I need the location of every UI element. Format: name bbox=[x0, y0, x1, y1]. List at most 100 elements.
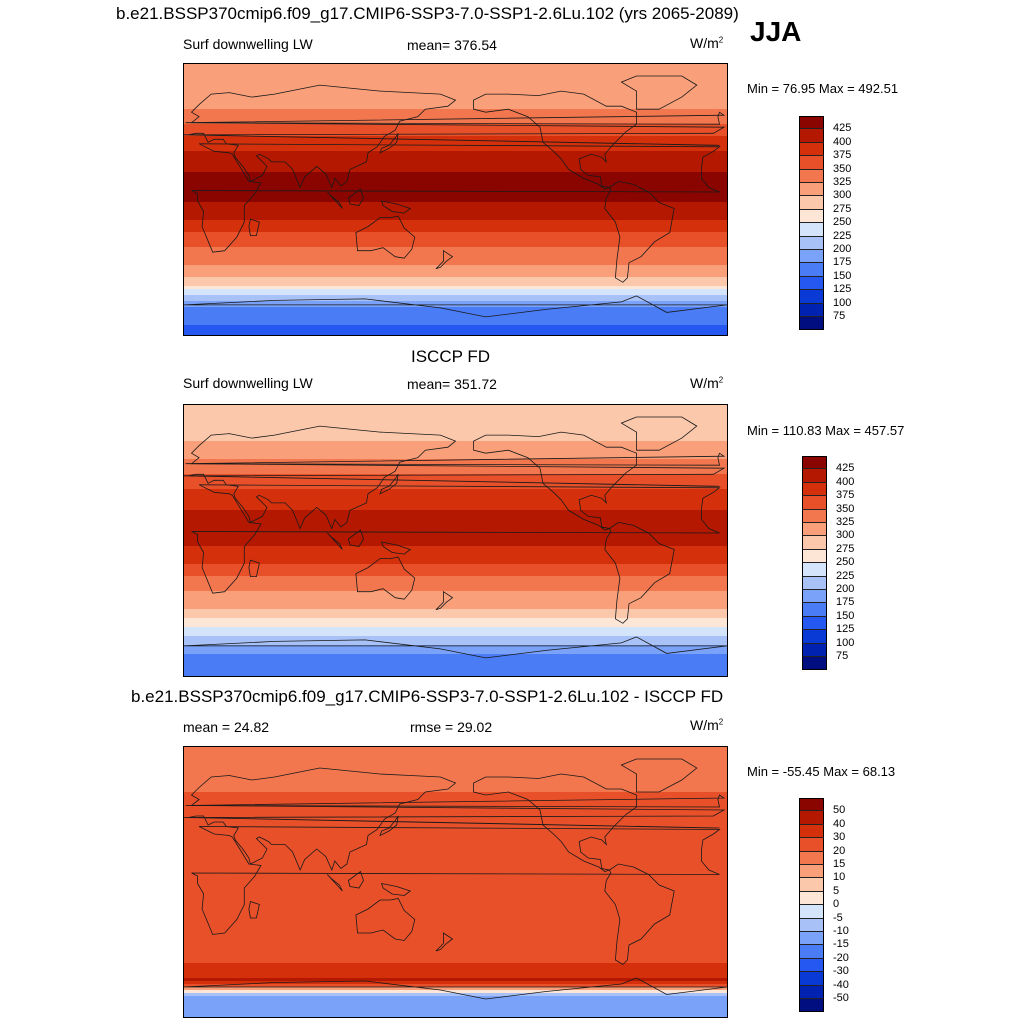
latitude-band bbox=[184, 100, 727, 104]
latitude-band bbox=[184, 190, 727, 194]
latitude-band bbox=[184, 163, 727, 167]
latitude-band bbox=[184, 151, 727, 155]
coastline bbox=[184, 977, 727, 1000]
latitude-band bbox=[184, 109, 727, 113]
colorbar-tick-label: -40 bbox=[833, 978, 849, 991]
coastline bbox=[184, 636, 727, 659]
latitude-band bbox=[184, 453, 727, 457]
colorbar-tick-label: -50 bbox=[833, 992, 849, 1004]
latitude-band bbox=[184, 88, 727, 92]
latitude-band bbox=[184, 672, 727, 676]
latitude-band bbox=[184, 573, 727, 577]
latitude-band bbox=[184, 633, 727, 637]
latitude-band bbox=[184, 585, 727, 589]
latitude-band bbox=[184, 918, 727, 922]
coastline bbox=[184, 84, 726, 189]
colorbar-tick-label: 20 bbox=[833, 844, 846, 857]
colorbar-swatch bbox=[799, 290, 824, 304]
coastline bbox=[381, 200, 412, 214]
latitude-band bbox=[184, 765, 727, 769]
latitude-band bbox=[184, 510, 727, 514]
latitude-band bbox=[184, 780, 727, 784]
latitude-band bbox=[184, 154, 727, 158]
colorbar-swatch bbox=[799, 985, 824, 999]
latitude-band bbox=[184, 229, 727, 233]
colorbar-tick-label: 200 bbox=[836, 583, 855, 595]
panel-2-units: W/m2 bbox=[690, 375, 724, 391]
latitude-band bbox=[184, 582, 727, 586]
latitude-band bbox=[184, 91, 727, 95]
latitude-band bbox=[184, 540, 727, 544]
latitude-band bbox=[184, 645, 727, 649]
panel-1-map bbox=[183, 63, 728, 336]
latitude-band bbox=[184, 205, 727, 209]
latitude-band bbox=[184, 675, 727, 676]
latitude-band bbox=[184, 178, 727, 182]
latitude-band bbox=[184, 861, 727, 865]
latitude-band bbox=[184, 912, 727, 916]
latitude-band bbox=[184, 73, 727, 77]
latitude-band bbox=[184, 489, 727, 493]
latitude-band bbox=[184, 474, 727, 478]
latitude-band bbox=[184, 133, 727, 137]
latitude-band bbox=[184, 316, 727, 320]
coastline bbox=[620, 75, 698, 110]
latitude-band bbox=[184, 990, 727, 994]
colorbar-tick-label: 175 bbox=[833, 256, 852, 269]
latitude-band bbox=[184, 567, 727, 571]
colorbar-tick-label: 0 bbox=[833, 898, 840, 911]
latitude-band bbox=[184, 975, 727, 979]
latitude-band bbox=[184, 777, 727, 781]
colorbar-swatch bbox=[799, 116, 824, 130]
latitude-band bbox=[184, 181, 727, 185]
latitude-band bbox=[184, 531, 727, 535]
latitude-band bbox=[184, 420, 727, 424]
latitude-band bbox=[184, 879, 727, 883]
panel-3-minmax: Min = -55.45 Max = 68.13 bbox=[747, 764, 896, 779]
latitude-band bbox=[184, 750, 727, 754]
latitude-band bbox=[184, 202, 727, 206]
latitude-band bbox=[184, 184, 727, 188]
latitude-band bbox=[184, 480, 727, 484]
colorbar-swatch bbox=[802, 563, 827, 577]
latitude-band bbox=[184, 196, 727, 200]
latitude-band bbox=[184, 121, 727, 125]
latitude-band bbox=[184, 564, 727, 568]
colorbar-tick-label: 225 bbox=[833, 229, 852, 242]
latitude-band bbox=[184, 846, 727, 850]
latitude-band bbox=[184, 145, 727, 149]
latitude-band bbox=[184, 996, 727, 1000]
latitude-band bbox=[184, 642, 727, 646]
colorbar-tick-label: 275 bbox=[836, 542, 855, 555]
latitude-band bbox=[184, 259, 727, 263]
coastline bbox=[355, 215, 416, 259]
latitude-band bbox=[184, 127, 727, 131]
latitude-band bbox=[184, 438, 727, 442]
latitude-band bbox=[184, 840, 727, 844]
latitude-band bbox=[184, 456, 727, 460]
colorbar-swatch bbox=[799, 798, 824, 812]
latitude-band bbox=[184, 325, 727, 329]
colorbar-tick-label: 50 bbox=[833, 804, 846, 817]
colorbar-tick-label: 400 bbox=[836, 475, 855, 488]
latitude-band bbox=[184, 112, 727, 116]
colorbar-swatch bbox=[802, 603, 827, 617]
panel-1-units: W/m2 bbox=[690, 35, 724, 51]
latitude-band bbox=[184, 939, 727, 943]
latitude-band bbox=[184, 298, 727, 302]
latitude-band bbox=[184, 876, 727, 880]
colorbar-swatch bbox=[799, 250, 824, 264]
colorbar-tick-label: 40 bbox=[833, 817, 846, 830]
latitude-band bbox=[184, 666, 727, 670]
latitude-band bbox=[184, 295, 727, 299]
latitude-band bbox=[184, 417, 727, 421]
latitude-band bbox=[184, 993, 727, 997]
panel-2-mean-label: mean= 351.72 bbox=[407, 376, 497, 392]
latitude-band bbox=[184, 106, 727, 110]
latitude-band bbox=[184, 639, 727, 643]
coastline bbox=[184, 425, 726, 530]
colorbar-tick-label: 300 bbox=[836, 529, 855, 542]
colorbar-tick-label: 125 bbox=[833, 283, 852, 296]
latitude-band bbox=[184, 447, 727, 451]
latitude-band bbox=[184, 97, 727, 101]
